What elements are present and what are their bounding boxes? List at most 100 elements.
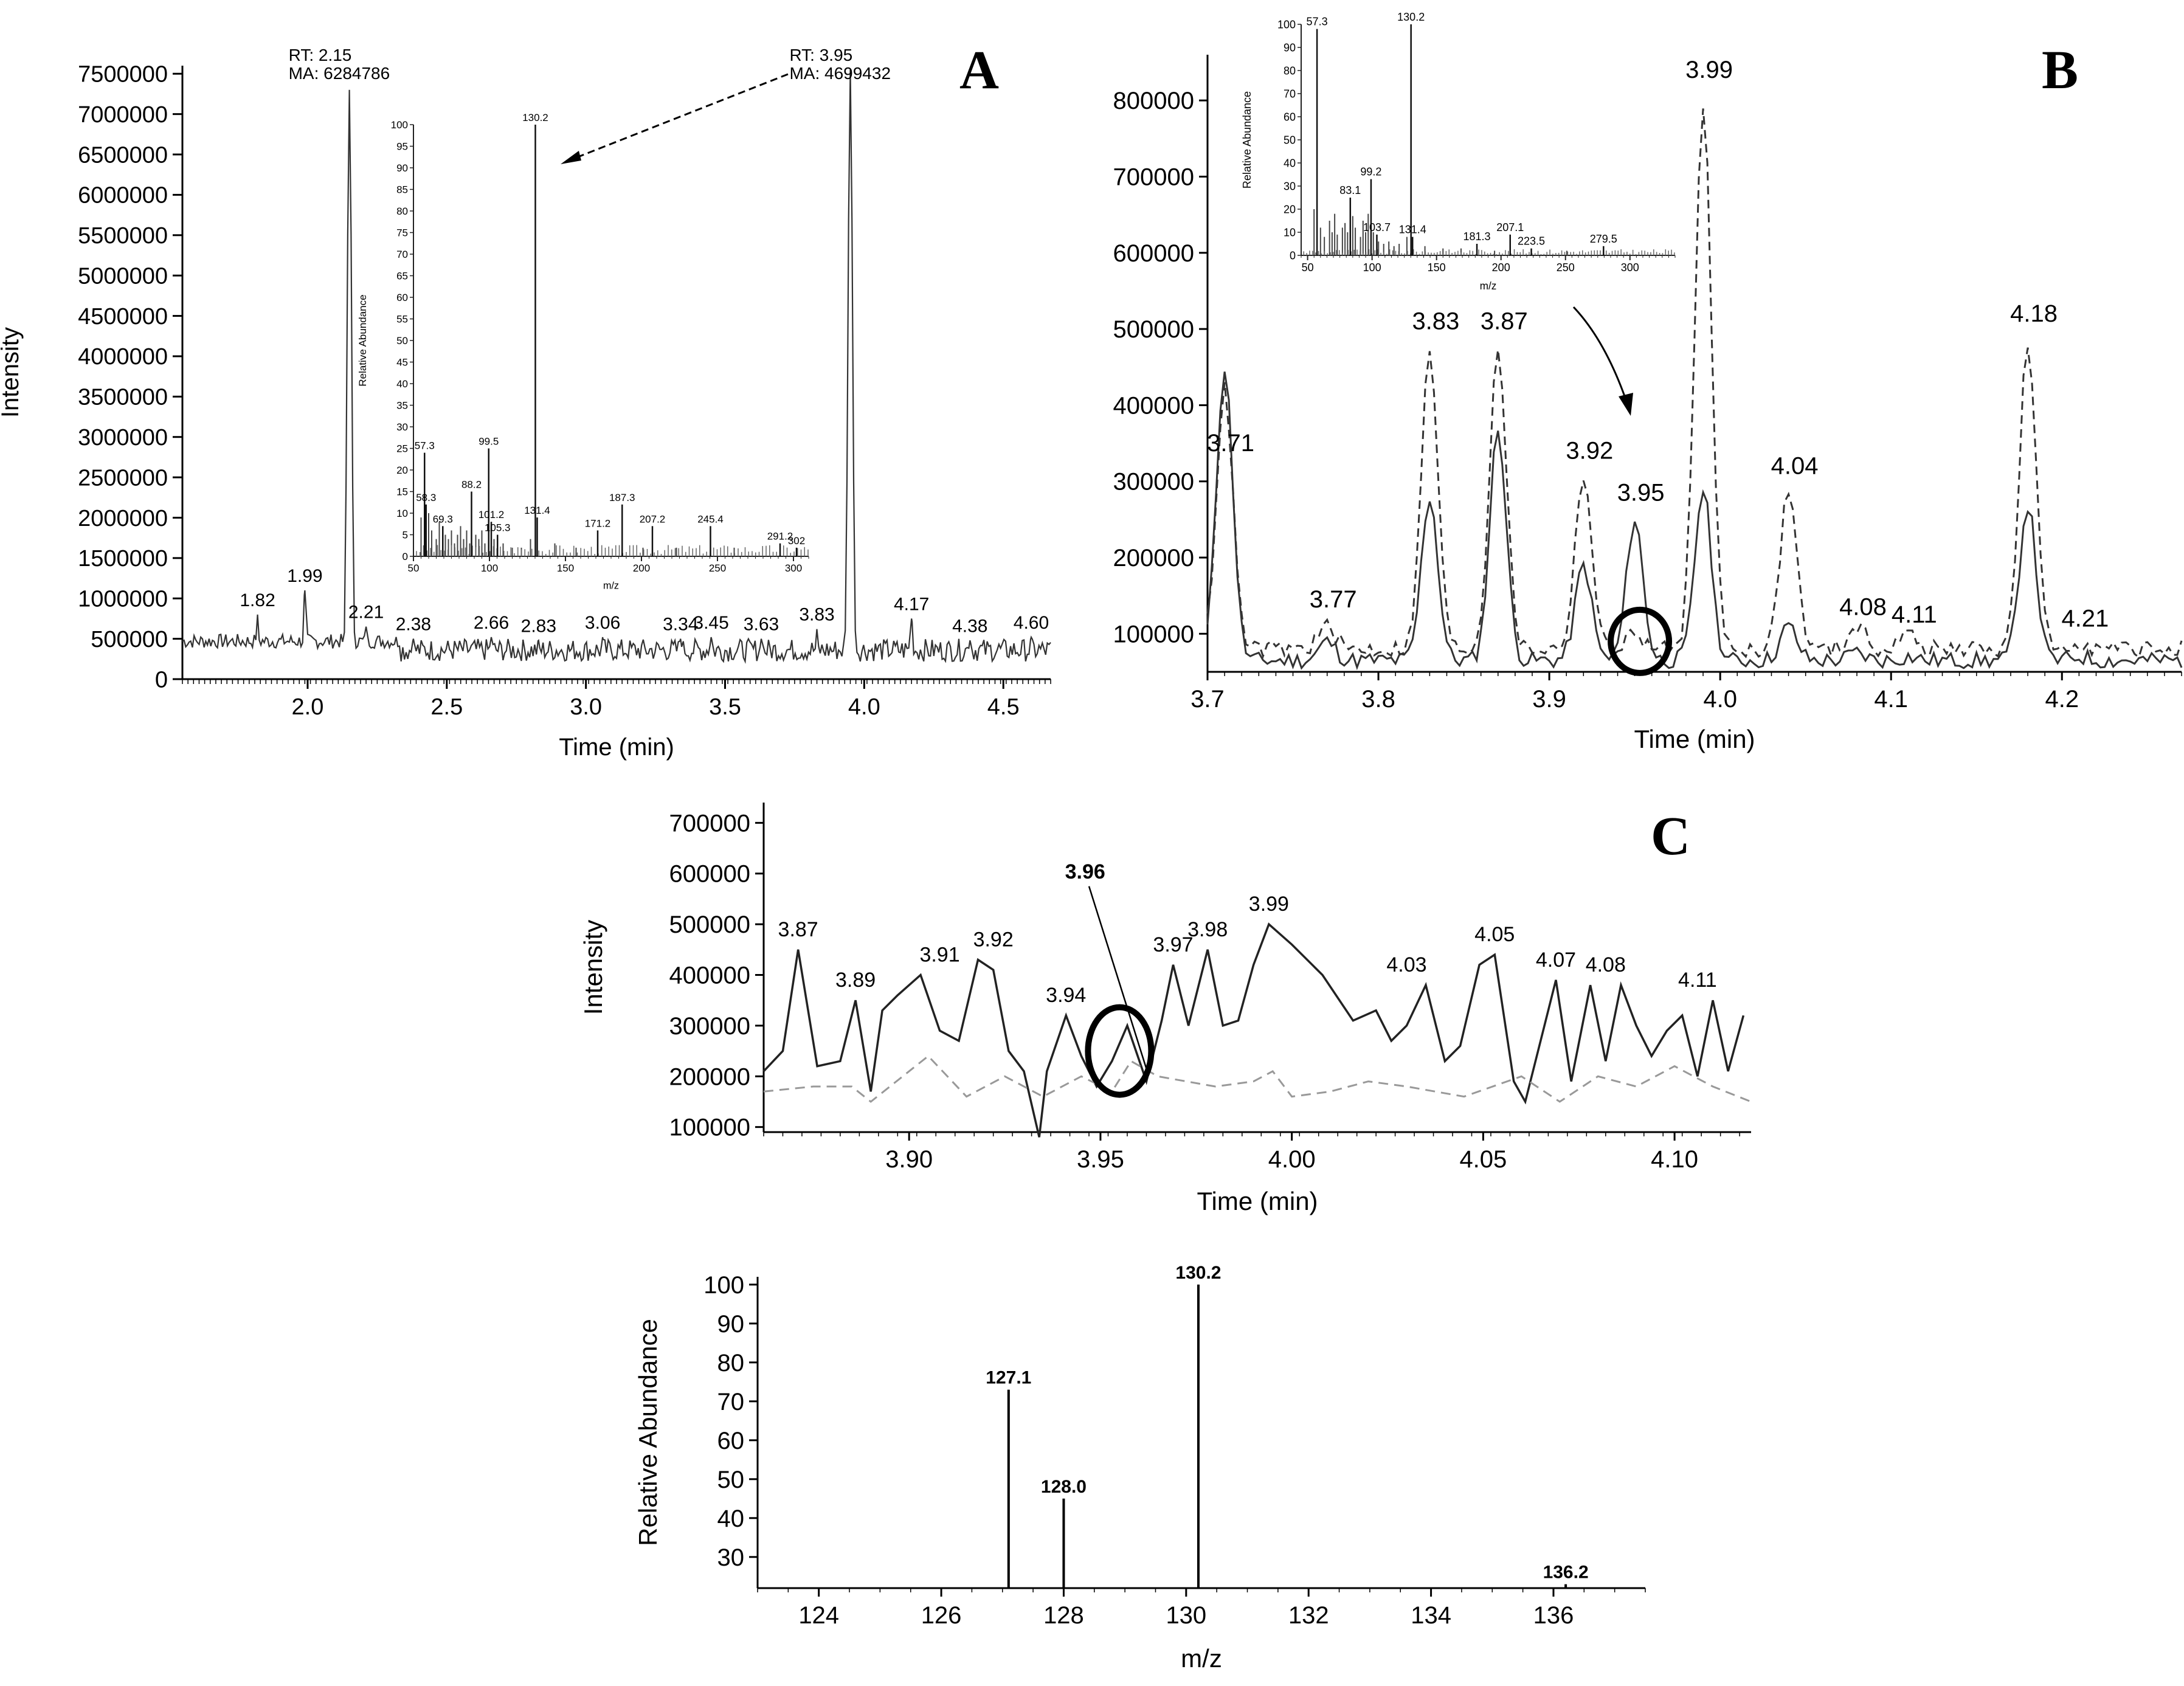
inset-peak-label: 88.2	[461, 479, 482, 491]
peak-label: 4.07	[1536, 948, 1576, 972]
peak-label: 4.03	[1386, 953, 1426, 976]
peak-callout-label: MA: 4699432	[789, 64, 891, 83]
x-tick-label: 134	[1411, 1602, 1451, 1629]
inset-y-tick-label: 50	[396, 335, 408, 347]
inset-y-tick-label: 25	[396, 443, 408, 454]
inset-y-tick-label: 0	[403, 551, 408, 562]
y-tick-label: 60	[717, 1428, 745, 1454]
inset-peak-label: 83.1	[1339, 184, 1361, 196]
inset-x-axis-title: m/z	[1480, 280, 1497, 292]
inset-peak-label: 101.2	[479, 509, 505, 520]
peak-label: 3.34	[663, 615, 698, 635]
inset-y-tick-label: 40	[396, 378, 408, 390]
peak-label: 3.92	[973, 928, 1014, 951]
inset-x-tick-label: 50	[1302, 261, 1314, 274]
y-tick-label: 6500000	[78, 142, 168, 168]
y-tick-label: 4500000	[78, 304, 168, 330]
inset-y-tick-label: 35	[396, 399, 408, 411]
x-tick-label: 136	[1533, 1602, 1574, 1629]
spectrum-peak-label: 128.0	[1041, 1477, 1087, 1497]
inset-peak-label: 302	[788, 535, 805, 547]
inset-peak-label: 105.3	[485, 522, 511, 534]
chromatogram-trace	[182, 69, 1051, 664]
peak-label: 4.08	[1839, 594, 1887, 621]
peak-label: 4.21	[2061, 605, 2109, 632]
y-tick-label: 3000000	[78, 425, 168, 451]
y-tick-label: 300000	[669, 1013, 750, 1040]
y-axis-title: Intensity	[579, 920, 607, 1015]
x-tick-label: 3.5	[709, 694, 741, 720]
x-tick-label: 3.8	[1361, 686, 1395, 713]
peak-label: 4.05	[1474, 923, 1515, 946]
x-tick-label: 3.90	[885, 1146, 933, 1173]
y-tick-label: 7000000	[78, 102, 168, 128]
peak-label: 4.04	[1771, 453, 1819, 480]
inset-y-tick-label: 20	[1284, 203, 1296, 215]
peak-label: 4.11	[1892, 601, 1937, 628]
panel-c-mass-spectrum: 124 126 128 130 132 134 136 30 40 50 60 70 80 90 100 m/…	[634, 1263, 1646, 1673]
y-tick-label: 2000000	[78, 506, 168, 531]
y-tick-label: 40	[717, 1505, 745, 1532]
peak-label: 2.83	[521, 616, 556, 636]
peak-label: 3.96	[1065, 860, 1105, 883]
inset-peak-label: 279.5	[1590, 233, 1617, 245]
x-tick-label: 130	[1166, 1602, 1206, 1629]
inset-y-tick-label: 60	[1284, 111, 1296, 123]
peak-callout-label: RT: 3.95	[789, 46, 852, 64]
inset-y-tick-label: 100	[391, 119, 408, 131]
inset-y-tick-label: 15	[396, 486, 408, 497]
spectrum-peak-label: 136.2	[1543, 1563, 1589, 1583]
panel-label-a: A	[959, 40, 999, 100]
x-tick-label: 124	[798, 1602, 839, 1629]
x-tick-label: 2.5	[430, 694, 463, 720]
inset-pointer-arrowhead	[561, 151, 581, 164]
inset-y-tick-label: 45	[396, 356, 408, 368]
inset-y-tick-label: 20	[396, 465, 408, 476]
highlight-circle	[1608, 606, 1673, 676]
y-tick-label: 4000000	[78, 344, 168, 370]
peak-label: 3.91	[919, 944, 959, 967]
y-tick-label: 3500000	[78, 385, 168, 410]
inset-peak-label: 181.3	[1463, 230, 1491, 243]
y-tick-label: 100000	[669, 1114, 750, 1141]
peak-label: 3.87	[1481, 308, 1528, 335]
inset-peak-label: 131.4	[524, 505, 550, 516]
y-tick-label: 5000000	[78, 263, 168, 289]
y-tick-label: 200000	[1113, 545, 1194, 572]
y-axis-title: Intensity	[0, 327, 24, 418]
y-tick-label: 5500000	[78, 223, 168, 249]
y-tick-label: 90	[717, 1311, 745, 1338]
y-tick-label: 600000	[669, 861, 750, 888]
peak-label: 3.98	[1187, 918, 1228, 941]
inset-peak-label: 57.3	[1307, 16, 1328, 28]
inset-peak-label: 131.4	[1399, 224, 1426, 236]
inset-y-tick-label: 85	[396, 184, 408, 195]
chromatogram-trace-solid	[762, 922, 1745, 1138]
peak-label: 4.08	[1586, 953, 1626, 976]
inset-pointer-arrow	[564, 73, 789, 164]
x-tick-label: 4.05	[1459, 1146, 1507, 1173]
peak-label: 1.82	[240, 590, 275, 610]
inset-y-tick-label: 90	[1284, 41, 1296, 54]
chromatogram-trace-solid	[1206, 371, 2183, 671]
inset-pointer-arrowhead	[1619, 393, 1633, 416]
y-tick-label: 300000	[1113, 469, 1194, 496]
x-tick-label: 4.00	[1268, 1146, 1316, 1173]
inset-peak-label: 69.3	[433, 513, 453, 525]
y-axis-title: Relative Abundance	[634, 1319, 662, 1546]
x-tick-label: 3.0	[570, 694, 602, 720]
y-tick-label: 400000	[669, 962, 750, 989]
inset-x-tick-label: 150	[557, 562, 574, 574]
inset-y-axis-title: Relative Abundance	[357, 294, 368, 386]
y-tick-label: 30	[717, 1544, 745, 1571]
chromatogram-trace-dashed	[1206, 108, 2183, 659]
inset-x-tick-label: 100	[481, 562, 498, 574]
inset-peak-label: 57.3	[415, 440, 435, 452]
panel-c-chromatogram: 3.90 3.95 4.00 4.05 4.10 100000 200000 300000 40…	[579, 803, 1752, 1215]
peak-label: 2.66	[474, 613, 509, 633]
inset-pointer-arrow	[1572, 306, 1628, 402]
inset-x-tick-label: 200	[633, 562, 650, 574]
inset-y-tick-label: 10	[1284, 226, 1296, 238]
y-tick-label: 600000	[1113, 240, 1194, 267]
peak-label: 3.89	[835, 969, 876, 992]
